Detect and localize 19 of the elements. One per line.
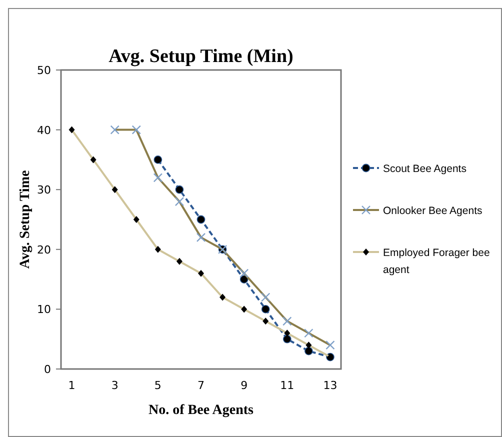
x-tick-label: 13 (323, 379, 338, 392)
y-tick-label: 30 (37, 184, 51, 197)
x-tick-label: 1 (68, 379, 76, 392)
y-tick-label: 20 (37, 243, 51, 256)
y-tick-label: 40 (37, 124, 51, 137)
legend-label: Employed Forager bee agent (383, 247, 490, 276)
x-tick-label: 9 (240, 379, 248, 392)
x-tick-label: 3 (111, 379, 118, 392)
x-tick-label: 5 (154, 379, 162, 392)
y-tick-label: 50 (37, 64, 51, 77)
y-tick-label: 0 (44, 363, 51, 376)
x-tick-label: 11 (280, 379, 294, 392)
chart-title: Avg. Setup Time (Min) (108, 46, 294, 67)
y-axis-title: Avg. Setup Time (18, 170, 33, 269)
legend-label: Onlooker Bee Agents (383, 205, 482, 217)
x-tick-label: 7 (198, 379, 204, 392)
x-axis-title: No. of Bee Agents (148, 403, 254, 418)
y-tick-label: 10 (37, 303, 51, 316)
legend-label: Scout Bee Agents (383, 163, 466, 175)
